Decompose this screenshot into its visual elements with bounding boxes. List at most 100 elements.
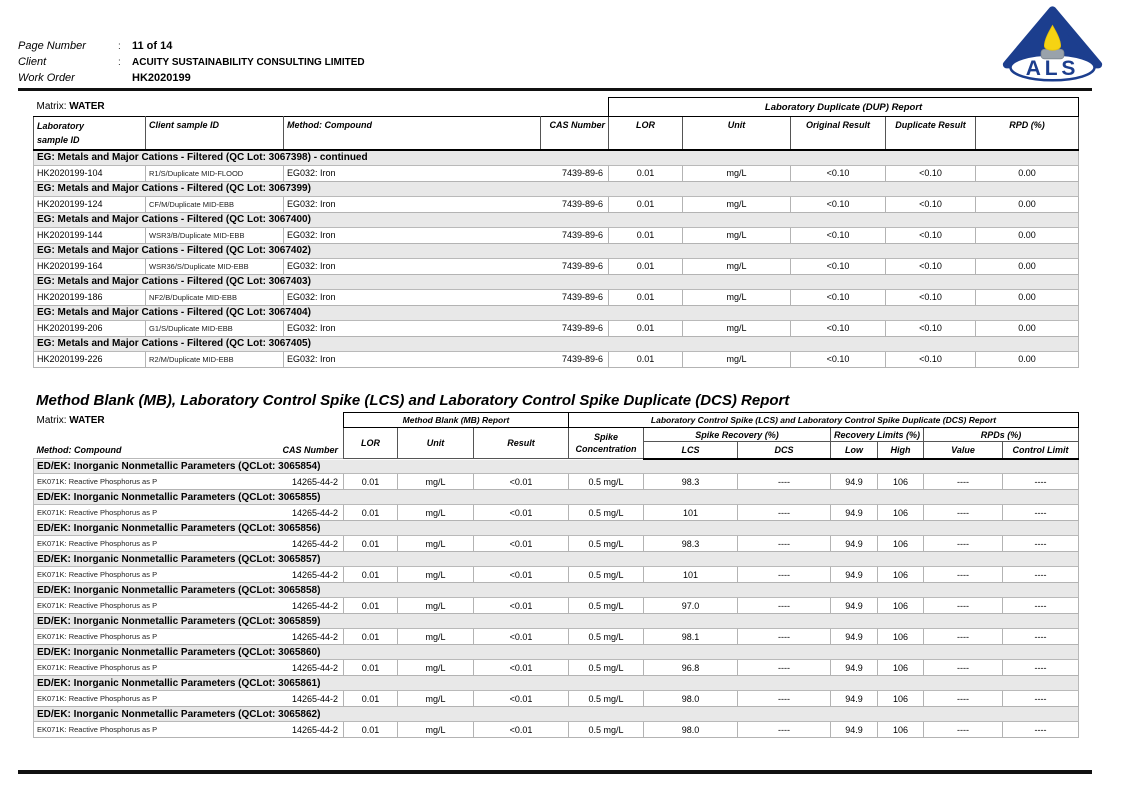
- cell-value: ----: [923, 566, 1003, 583]
- cell-control-limit: ----: [1001, 721, 1080, 738]
- page-number-row: Page Number : 11 of 14: [18, 40, 978, 52]
- page-number-value: 11 of 14: [132, 40, 173, 52]
- cell-unit: mg/L: [397, 566, 474, 583]
- cell-compound: EK071K: Reactive Phosphorus as P: [33, 597, 286, 614]
- cell-dcs: ----: [737, 473, 831, 490]
- qc-lot-section-row: EG: Metals and Major Cations - Filtered …: [32, 335, 1080, 352]
- cell-compound: EK071K: Reactive Phosphorus as P: [33, 659, 286, 676]
- dup-column-header-row: Laboratory sample ID Client sample ID Me…: [33, 116, 1080, 151]
- cell-cas: 7439-89-6: [540, 350, 610, 368]
- mb-lcs-report-title: Method Blank (MB), Laboratory Control Sp…: [36, 392, 790, 409]
- cell-dcs: ----: [737, 628, 831, 645]
- cell-result: <0.01: [473, 566, 569, 583]
- work-order-label: Work Order: [18, 72, 75, 84]
- table-row: HK2020199-186 NF2/B/Duplicate MID-EBB EG03…: [33, 288, 1080, 306]
- col-spike-concentration: Spike Concentration: [568, 427, 644, 459]
- cell-high: 106: [877, 566, 924, 583]
- cell-original: <0.10: [790, 195, 887, 213]
- cell-client-id: G1/S/Duplicate MID-EBB: [145, 319, 284, 337]
- cell-high: 106: [877, 659, 924, 676]
- matrix-label: Matrix: WATER: [37, 415, 105, 426]
- mb-report-span-header: Method Blank (MB) Report: [343, 412, 569, 428]
- cell-lor: 0.01: [343, 690, 398, 707]
- group-recovery-limits: Recovery Limits (%): [830, 427, 924, 442]
- cell-lor: 0.01: [608, 226, 684, 244]
- cell-cas: 7439-89-6: [540, 164, 610, 182]
- cell-cas: 7439-89-6: [540, 226, 610, 244]
- cell-client-id: NF2/B/Duplicate MID-EBB: [145, 288, 284, 306]
- cell-value: ----: [923, 597, 1003, 614]
- cell-duplicate: <0.10: [885, 195, 977, 213]
- cell-spike-conc: 0.5 mg/L: [568, 504, 644, 521]
- cell-original: <0.10: [790, 350, 887, 368]
- duplicate-report-table: Matrix: WATER Laboratory Duplicate (DUP)…: [32, 97, 1080, 368]
- col-lor: LOR: [343, 427, 398, 459]
- cell-control-limit: ----: [1001, 504, 1080, 521]
- qc-lot-section-title: EG: Metals and Major Cations - Filtered …: [32, 149, 1080, 166]
- cell-unit: mg/L: [397, 690, 474, 707]
- cell-high: 106: [877, 473, 924, 490]
- cell-method: EG032: Iron: [283, 195, 541, 213]
- cell-duplicate: <0.10: [885, 319, 977, 337]
- work-order-value: HK2020199: [132, 72, 191, 84]
- lcs-dcs-report-span-header: Laboratory Control Spike (LCS) and Labor…: [567, 412, 1080, 428]
- table-row: EK071K: Reactive Phosphorus as P 14265-44…: [33, 535, 1080, 552]
- cell-unit: mg/L: [682, 195, 792, 213]
- cell-client-id: R1/S/Duplicate MID-FLOOD: [145, 164, 284, 182]
- cell-cas: 14265-44-2: [285, 535, 344, 552]
- group-rpds: RPDs (%): [922, 427, 1080, 442]
- cell-compound: EK071K: Reactive Phosphorus as P: [33, 504, 286, 521]
- col-label-line: Laboratory: [37, 121, 85, 131]
- cell-lor: 0.01: [608, 319, 684, 337]
- client-row: Client : ACUITY SUSTAINABILITY CONSULTIN…: [18, 56, 978, 68]
- cell-rpd: 0.00: [975, 350, 1080, 368]
- cell-unit: mg/L: [397, 473, 474, 490]
- qc-lot-section-title: ED/EK: Inorganic Nonmetallic Parameters …: [32, 613, 1080, 629]
- cell-result: <0.01: [473, 659, 569, 676]
- cell-unit: mg/L: [397, 535, 474, 552]
- table-row: HK2020199-164 WSR36/S/Duplicate MID-EBB EG…: [33, 257, 1080, 275]
- cell-high: 106: [877, 597, 924, 614]
- qc-lot-section-row: EG: Metals and Major Cations - Filtered …: [32, 180, 1080, 197]
- cell-value: ----: [923, 473, 1003, 490]
- sub-header-row: LCS DCS Low High Value Control Limit: [34, 441, 1080, 460]
- cell-lcs: 96.8: [643, 659, 738, 676]
- table-row: EK071K: Reactive Phosphorus as P 14265-44…: [33, 566, 1080, 583]
- cell-lcs: 98.0: [643, 690, 738, 707]
- col-value: Value: [923, 441, 1003, 460]
- table-row: EK071K: Reactive Phosphorus as P 14265-44…: [33, 690, 1080, 707]
- table-row: EK071K: Reactive Phosphorus as P 14265-44…: [33, 659, 1080, 676]
- cell-cas: 7439-89-6: [540, 195, 610, 213]
- cell-lor: 0.01: [343, 721, 398, 738]
- qc-lot-section-row: ED/EK: Inorganic Nonmetallic Parameters …: [32, 489, 1080, 505]
- cell-result: <0.01: [473, 690, 569, 707]
- page-number-label: Page Number: [18, 40, 86, 52]
- cell-spike-conc: 0.5 mg/L: [568, 566, 644, 583]
- qc-lot-section-title: ED/EK: Inorganic Nonmetallic Parameters …: [32, 706, 1080, 722]
- cell-compound: EK071K: Reactive Phosphorus as P: [33, 535, 286, 552]
- cell-duplicate: <0.10: [885, 350, 977, 368]
- cell-low: 94.9: [830, 628, 878, 645]
- cell-control-limit: ----: [1001, 473, 1080, 490]
- table-row: HK2020199-124 CF/M/Duplicate MID-EBB EG032…: [33, 195, 1080, 213]
- qc-lot-section-row: EG: Metals and Major Cations - Filtered …: [32, 211, 1080, 228]
- cell-lor: 0.01: [343, 504, 398, 521]
- cell-high: 106: [877, 628, 924, 645]
- col-original-result: Original Result: [790, 116, 887, 151]
- cell-duplicate: <0.10: [885, 257, 977, 275]
- cell-control-limit: ----: [1001, 690, 1080, 707]
- cell-rpd: 0.00: [975, 195, 1080, 213]
- qc-lot-section-title: ED/EK: Inorganic Nonmetallic Parameters …: [32, 489, 1080, 505]
- cell-duplicate: <0.10: [885, 164, 977, 182]
- cell-dcs: ----: [737, 504, 831, 521]
- header-rule: [18, 88, 1092, 91]
- cell-duplicate: <0.10: [885, 226, 977, 244]
- qc-lot-section-title: ED/EK: Inorganic Nonmetallic Parameters …: [32, 520, 1080, 536]
- qc-lot-section-title: EG: Metals and Major Cations - Filtered …: [32, 211, 1080, 228]
- cell-low: 94.9: [830, 473, 878, 490]
- matrix-method-header-cell: Matrix: WATER Method: Compound CAS Numbe…: [33, 412, 344, 459]
- cell-rpd: 0.00: [975, 288, 1080, 306]
- cell-spike-conc: 0.5 mg/L: [568, 690, 644, 707]
- cell-control-limit: ----: [1001, 628, 1080, 645]
